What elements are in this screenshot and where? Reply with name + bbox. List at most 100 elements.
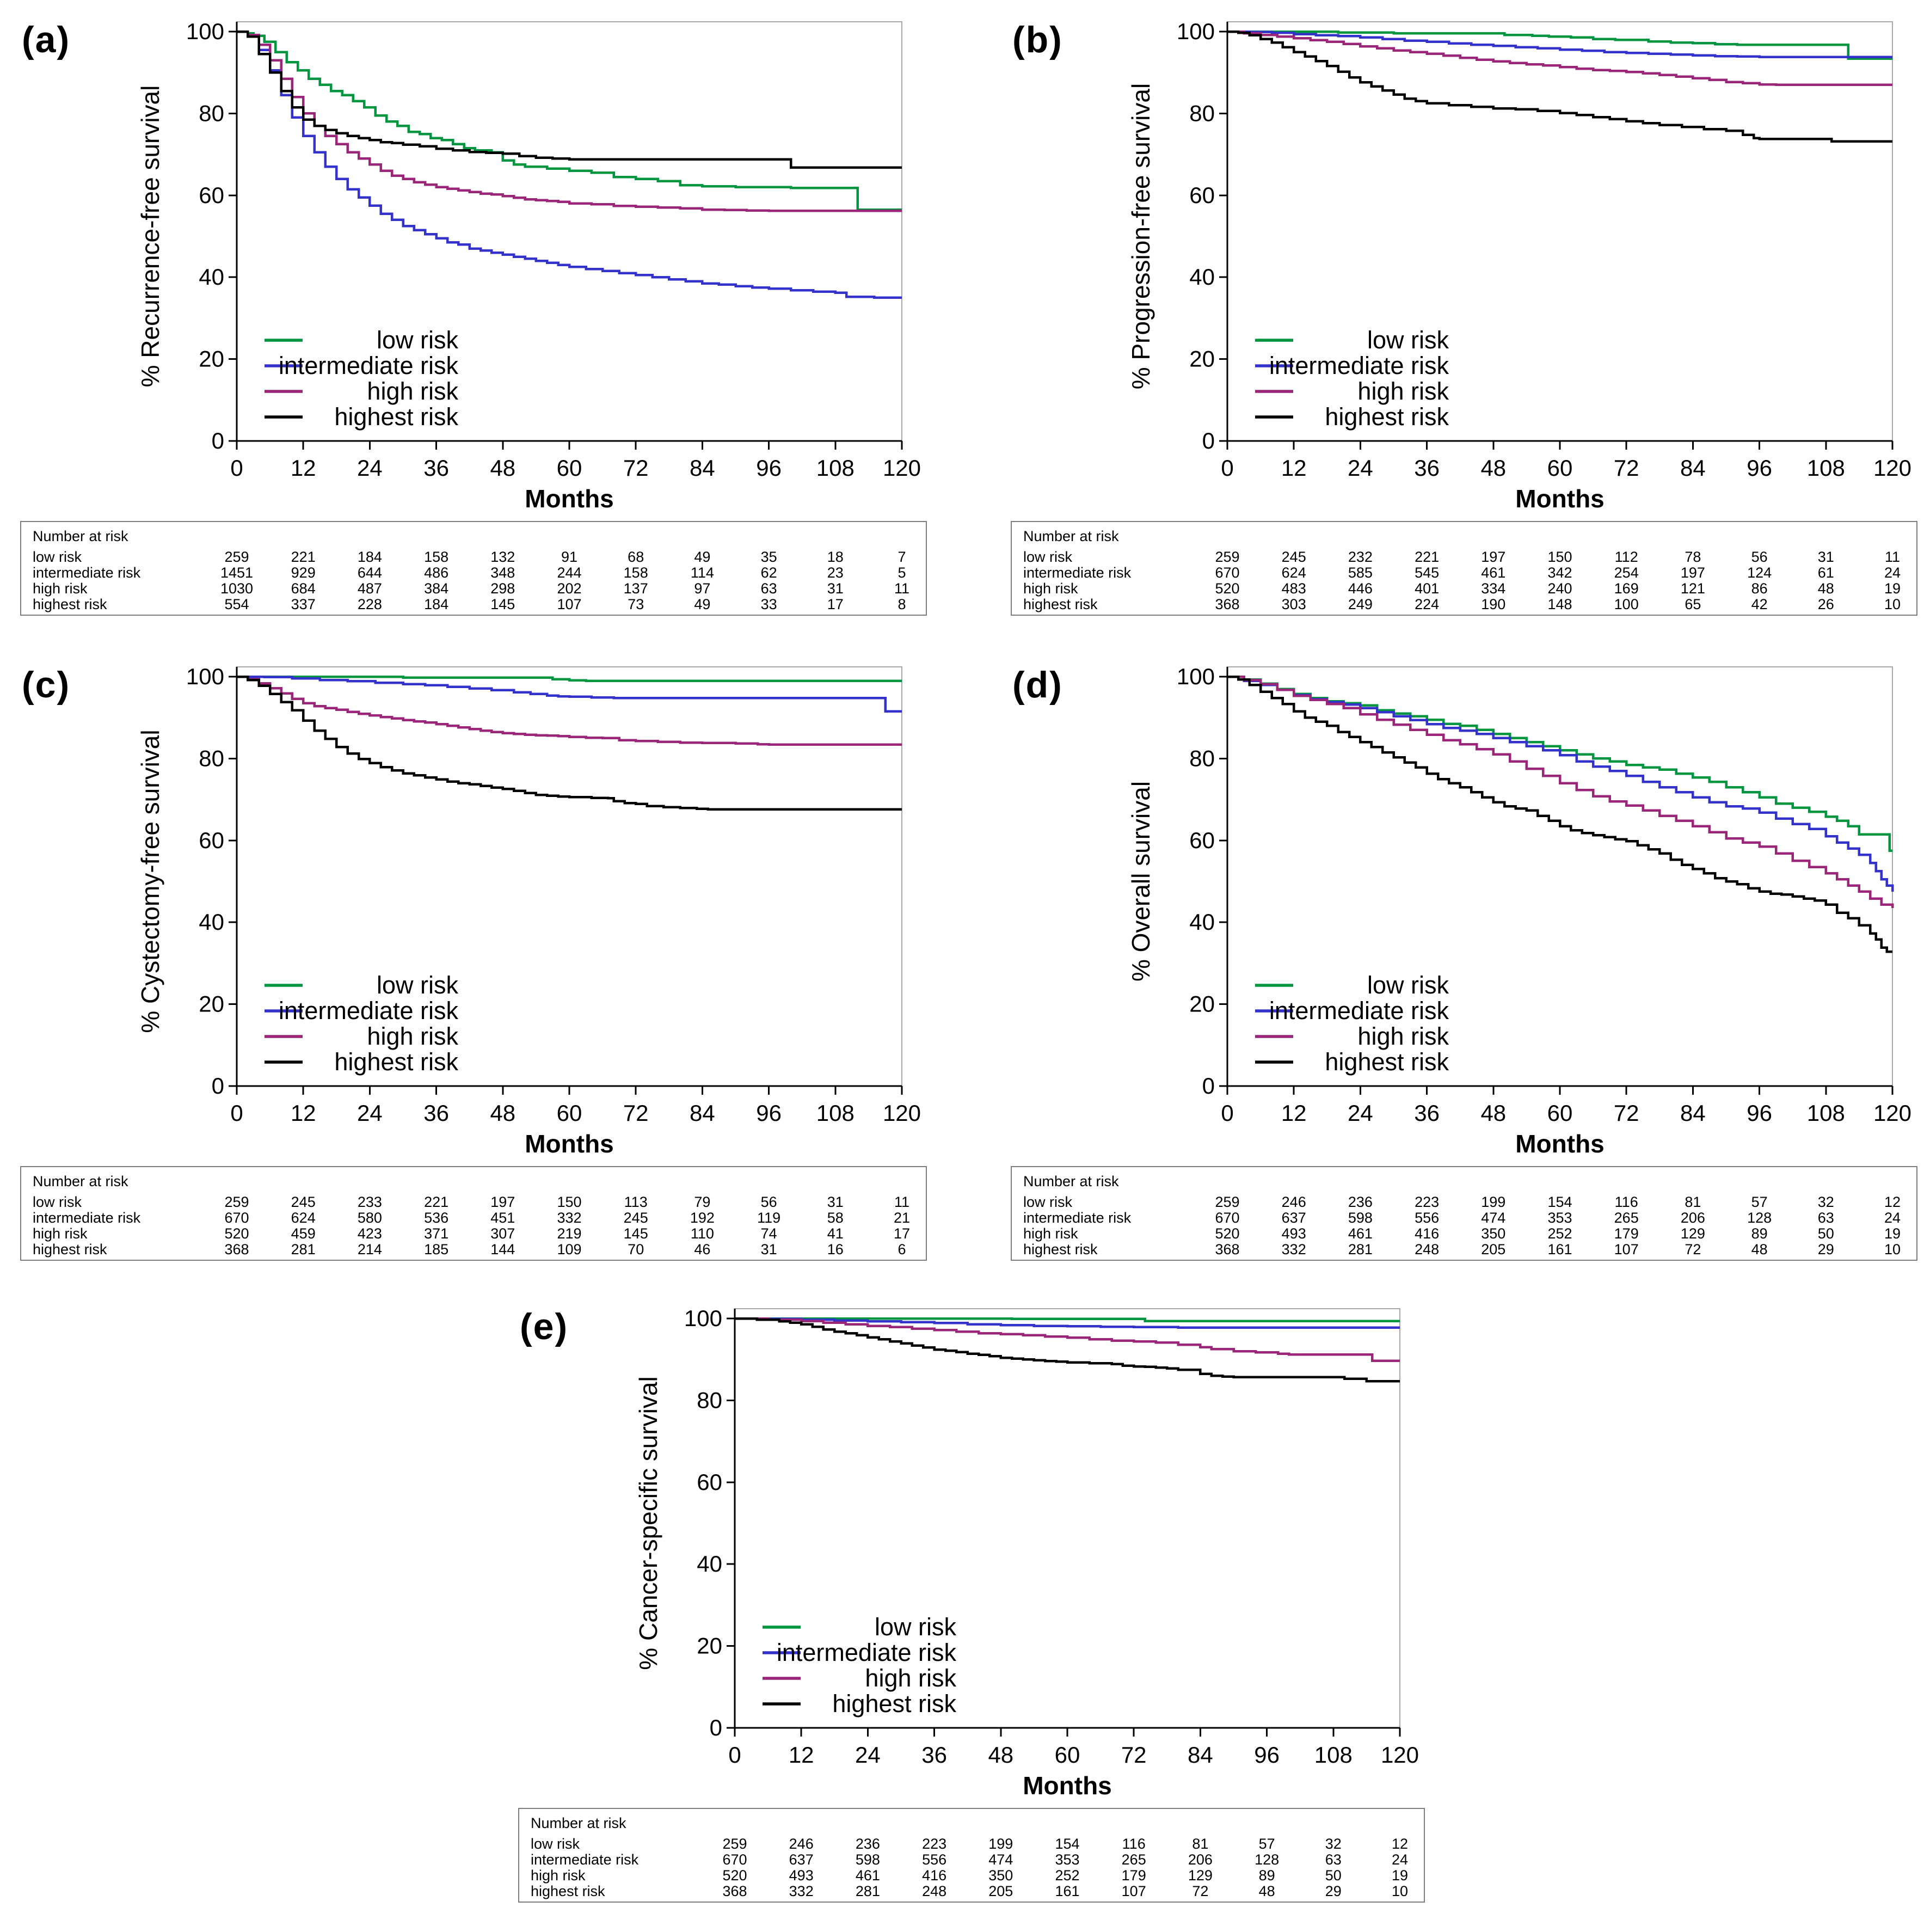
risk-count: 259 bbox=[1215, 549, 1239, 565]
x-tick-label: 120 bbox=[1873, 455, 1911, 481]
risk-row-label-high-risk: high risk bbox=[531, 1867, 586, 1884]
risk-count: 368 bbox=[722, 1883, 747, 1899]
risk-table-box bbox=[20, 1166, 927, 1261]
risk-count: 49 bbox=[694, 596, 710, 612]
risk-count: 33 bbox=[761, 596, 777, 612]
curve-highest-risk bbox=[1227, 675, 1892, 953]
y-axis-title: % Progression-free survival bbox=[1127, 83, 1155, 389]
x-tick-label: 60 bbox=[1547, 455, 1573, 481]
risk-count: 26 bbox=[1818, 596, 1834, 612]
x-tick-label: 12 bbox=[789, 1742, 814, 1768]
x-tick-label: 108 bbox=[1314, 1742, 1353, 1768]
risk-count: 384 bbox=[424, 580, 448, 597]
risk-count: 31 bbox=[827, 1194, 844, 1210]
legend-label-low-risk: low risk bbox=[875, 1613, 957, 1641]
risk-count: 556 bbox=[1415, 1210, 1439, 1226]
risk-count: 461 bbox=[1348, 1225, 1373, 1242]
panel-letter-c: (c) bbox=[22, 664, 71, 706]
y-tick-label: 40 bbox=[199, 264, 224, 290]
risk-count: 46 bbox=[694, 1241, 710, 1258]
risk-count: 70 bbox=[628, 1241, 644, 1258]
risk-count: 202 bbox=[557, 580, 581, 597]
risk-count: 31 bbox=[761, 1241, 777, 1258]
risk-count: 17 bbox=[894, 1225, 910, 1242]
risk-count: 474 bbox=[1481, 1210, 1505, 1226]
risk-count: 32 bbox=[1325, 1836, 1342, 1852]
y-tick-label: 60 bbox=[1189, 182, 1215, 208]
legend-label-high-risk: high risk bbox=[1357, 377, 1449, 405]
risk-count: 416 bbox=[922, 1867, 946, 1884]
x-tick-label: 36 bbox=[921, 1742, 947, 1768]
risk-count: 461 bbox=[856, 1867, 880, 1884]
risk-count: 598 bbox=[856, 1851, 880, 1868]
curve-intermediate-risk bbox=[237, 675, 902, 713]
risk-count: 42 bbox=[1751, 596, 1768, 612]
panel-letter-d: (d) bbox=[1012, 664, 1063, 706]
risk-count: 232 bbox=[1348, 549, 1373, 565]
panel-b-progression-free-survival: (b) 0 20 40 60 80 100 0 12 24 36 48 60 72 84 96 108 120%… bbox=[996, 0, 1921, 645]
risk-count: 11 bbox=[894, 1194, 909, 1210]
risk-count: 416 bbox=[1415, 1225, 1439, 1242]
curve-high-risk bbox=[237, 30, 902, 212]
risk-count: 145 bbox=[624, 1225, 648, 1242]
risk-count: 79 bbox=[694, 1194, 710, 1210]
y-axis-title: % Cancer-specific survival bbox=[634, 1376, 662, 1670]
risk-count: 8 bbox=[898, 596, 906, 612]
x-tick-label: 108 bbox=[816, 1100, 855, 1126]
risk-count: 206 bbox=[1681, 1210, 1705, 1226]
risk-count: 128 bbox=[1747, 1210, 1772, 1226]
risk-count: 89 bbox=[1751, 1225, 1768, 1242]
risk-count: 520 bbox=[722, 1867, 747, 1884]
risk-row-label-intermediate-risk: intermediate risk bbox=[1023, 1210, 1132, 1226]
risk-count: 228 bbox=[358, 596, 382, 612]
y-axis-title: % Overall survival bbox=[1127, 781, 1155, 982]
risk-count: 35 bbox=[761, 549, 777, 565]
x-axis-title: Months bbox=[1515, 484, 1605, 513]
curve-low-risk bbox=[237, 30, 902, 211]
x-tick-label: 48 bbox=[1480, 455, 1506, 481]
risk-count: 520 bbox=[1215, 1225, 1239, 1242]
curve-high-risk bbox=[1227, 30, 1892, 87]
risk-count: 184 bbox=[358, 549, 382, 565]
panel-letter-b: (b) bbox=[1012, 19, 1063, 60]
x-tick-label: 24 bbox=[1348, 455, 1373, 481]
x-tick-label: 0 bbox=[728, 1742, 741, 1768]
risk-count: 29 bbox=[1818, 1241, 1834, 1258]
x-tick-label: 0 bbox=[1221, 1100, 1233, 1126]
risk-count: 259 bbox=[224, 1194, 249, 1210]
risk-row-label-intermediate-risk: intermediate risk bbox=[33, 1210, 141, 1226]
risk-row-label-low-risk: low risk bbox=[1023, 549, 1073, 565]
risk-count: 119 bbox=[757, 1210, 780, 1226]
legend-label-highest-risk: highest risk bbox=[1325, 1048, 1449, 1076]
risk-count: 6 bbox=[898, 1241, 906, 1258]
risk-count: 353 bbox=[1547, 1210, 1572, 1226]
risk-count: 223 bbox=[922, 1836, 946, 1852]
risk-row-label-highest-risk: highest risk bbox=[33, 596, 107, 612]
y-tick-label: 60 bbox=[697, 1469, 722, 1495]
risk-count: 298 bbox=[490, 580, 515, 597]
risk-count: 74 bbox=[761, 1225, 777, 1242]
risk-count: 107 bbox=[1614, 1241, 1639, 1258]
y-tick-label: 40 bbox=[1189, 264, 1215, 290]
x-axis-title: Months bbox=[1023, 1771, 1112, 1800]
legend-label-high-risk: high risk bbox=[367, 377, 458, 405]
x-tick-label: 84 bbox=[1680, 1100, 1706, 1126]
y-tick-label: 80 bbox=[199, 100, 224, 126]
y-tick-label: 40 bbox=[697, 1551, 722, 1577]
risk-count: 121 bbox=[1681, 580, 1705, 597]
risk-count: 49 bbox=[694, 549, 710, 565]
x-tick-label: 120 bbox=[883, 1100, 921, 1126]
risk-row-label-low-risk: low risk bbox=[33, 1194, 82, 1210]
y-tick-label: 20 bbox=[697, 1633, 722, 1659]
risk-row-label-highest-risk: highest risk bbox=[1023, 1241, 1098, 1258]
x-tick-label: 96 bbox=[1747, 1100, 1772, 1126]
risk-count: 446 bbox=[1348, 580, 1373, 597]
risk-count: 1030 bbox=[220, 580, 253, 597]
x-tick-label: 84 bbox=[690, 455, 715, 481]
risk-count: 197 bbox=[1681, 565, 1705, 581]
risk-count: 244 bbox=[557, 565, 581, 581]
risk-count: 670 bbox=[1215, 1210, 1239, 1226]
risk-count: 259 bbox=[224, 549, 249, 565]
y-tick-label: 0 bbox=[212, 428, 224, 453]
